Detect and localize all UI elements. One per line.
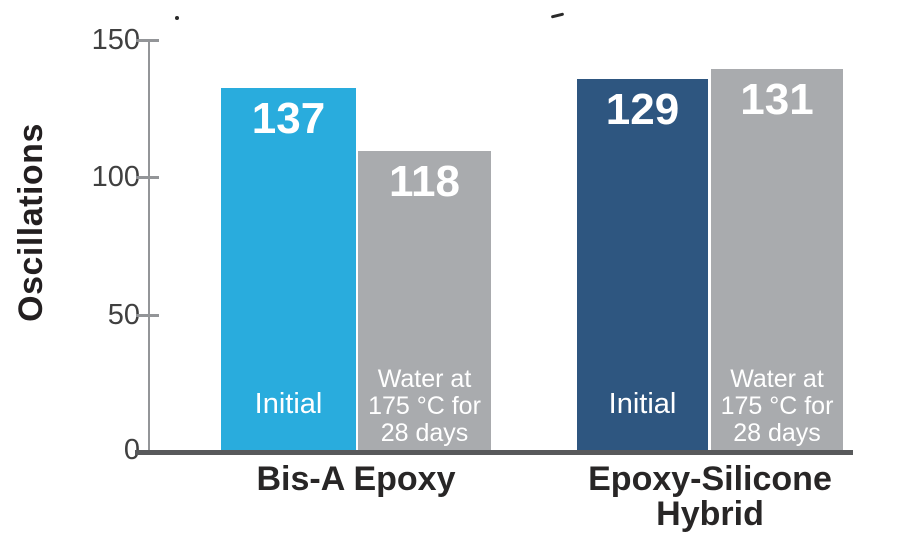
- bar-series-label: Water at 175 °C for 28 days: [720, 365, 834, 447]
- y-tick-mark-100: [136, 176, 159, 179]
- y-tick-label-100: 100: [91, 161, 140, 193]
- x-axis-line: [135, 450, 853, 455]
- bar-epoxy-silicone-hybrid-water-aged: 131 Water at 175 °C for 28 days: [711, 69, 843, 451]
- artifact-dot: [175, 16, 179, 20]
- y-tick-label-50: 50: [107, 299, 140, 331]
- y-axis-line: [148, 40, 150, 452]
- y-tick-label-0: 0: [123, 434, 140, 466]
- y-tick-mark-150: [136, 39, 159, 42]
- bar-value-label: 131: [740, 75, 814, 124]
- y-axis-title: Oscillations: [11, 122, 50, 322]
- category-label-bis-a-epoxy: Bis-A Epoxy: [256, 460, 456, 498]
- y-tick-mark-50: [136, 314, 159, 317]
- bar-value-label: 118: [389, 157, 460, 206]
- category-label-epoxy-silicone-hybrid: Epoxy-Silicone Hybrid: [588, 460, 832, 533]
- bar-epoxy-silicone-hybrid-initial: 129 Initial: [577, 79, 708, 451]
- bar-value-label: 137: [251, 94, 326, 143]
- bar-bis-a-epoxy-water-aged: 118 Water at 175 °C for 28 days: [358, 151, 491, 451]
- bar-value-label: 129: [605, 85, 680, 134]
- bar-series-label: Initial: [254, 388, 323, 420]
- bar-series-label: Initial: [608, 388, 677, 420]
- y-tick-label-150: 150: [91, 24, 140, 56]
- bar-bis-a-epoxy-initial: 137 Initial: [221, 88, 356, 451]
- bar-series-label: Water at 175 °C for 28 days: [368, 365, 481, 447]
- artifact-squiggle: [550, 12, 565, 19]
